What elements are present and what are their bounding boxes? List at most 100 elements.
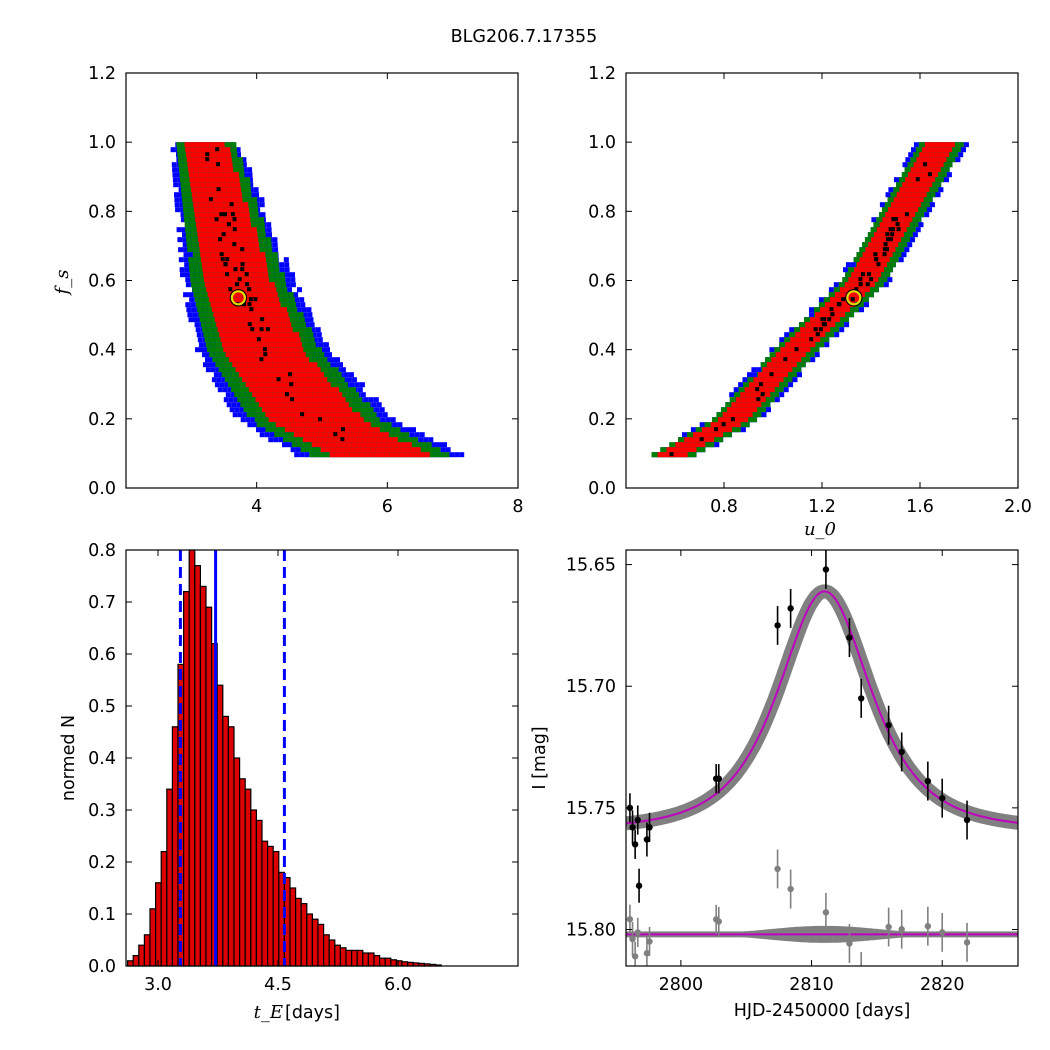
ci-cell [275,422,281,428]
ci-cell [263,312,269,318]
ci-cell [260,252,266,258]
ci-cell [917,182,923,188]
ci-cell [924,202,930,208]
ci-cell [873,287,879,293]
ci-cell [899,237,905,243]
ci-cell [887,217,893,223]
ci-cell [308,372,314,378]
ci-cell [254,217,260,223]
ci-cell [298,332,304,338]
ci-cell [284,357,289,363]
ci-cell [279,317,285,323]
ci-cell [386,422,392,428]
ci-cell [861,262,867,268]
ci-cell [910,177,916,183]
ci-cell [364,427,370,433]
ci-cell [902,182,908,188]
ci-cell [942,162,948,168]
ci-cell [279,272,285,278]
ci-cell [181,187,186,193]
best-sample [809,337,814,342]
ci-cell [252,422,258,428]
ci-cell [415,447,421,453]
ci-cell [196,157,202,163]
ci-cell [261,412,267,418]
ci-cell [791,357,797,363]
ci-cell [190,277,196,283]
ci-cell [399,452,405,458]
x-tick-label: 4 [251,497,262,517]
ci-cell [792,377,798,383]
best-sample [259,327,264,332]
ci-cell [266,222,272,228]
ci-cell [382,437,388,443]
ci-cell [873,277,879,283]
ci-cell [206,262,212,268]
ci-cell [218,277,224,283]
ci-cell [256,242,262,248]
ci-cell [381,442,387,448]
ci-cell [236,227,242,233]
ci-cell [881,227,887,233]
ci-cell [263,372,269,378]
ci-cell [190,182,196,188]
ci-cell [325,447,331,453]
ci-cell [208,207,214,213]
ci-cell [284,267,290,273]
ci-cell [280,412,286,418]
ci-cell [177,157,183,163]
ci-cell [870,227,876,233]
ci-cell [935,192,941,198]
ci-cell [265,367,271,373]
ci-cell [219,317,225,323]
ci-cell [216,307,222,313]
best-sample [290,397,295,402]
ci-cell [216,287,222,293]
ci-cell [212,357,218,363]
ci-cell [214,212,220,218]
ci-cell [232,197,238,203]
ci-cell [203,292,209,298]
ci-cell [325,412,331,418]
ci-cell [371,422,377,428]
ci-cell [211,307,217,313]
ci-cell [303,402,309,408]
ci-cell [804,317,809,323]
ci-cell [820,312,826,318]
ci-cell [317,357,323,363]
ci-cell [207,307,213,313]
ci-cell [898,257,904,263]
ci-cell [221,287,227,293]
ci-cell [901,172,907,178]
ci-cell [875,247,881,253]
ci-cell [899,247,905,253]
ci-cell [794,327,800,333]
ci-cell [391,442,397,448]
ci-cell [307,327,313,333]
ci-cell [304,357,309,363]
ci-cell [902,242,908,248]
ci-cell [228,237,234,243]
ci-cell [395,447,401,453]
ci-cell [275,382,281,388]
ci-cell [198,342,204,348]
ci-cell [302,347,307,353]
ci-cell [785,347,791,353]
ci-cell [237,157,243,163]
ci-cell [876,272,882,278]
ci-cell [208,202,214,208]
panel-fs-vs-tE: 4 6 80.00.20.40.60.81.01.2f_s [52,64,524,517]
ci-cell [385,447,391,453]
ci-cell [779,342,785,348]
ci-cell [937,147,943,153]
ci-cell [249,247,255,253]
ci-cell [241,227,247,233]
ci-cell [341,387,346,393]
ci-cell [265,382,271,388]
best-sample [882,247,887,252]
ci-cell [273,437,279,443]
ci-cell [856,252,862,258]
ci-cell [927,197,933,203]
ci-cell [835,312,841,318]
ci-cell [226,402,232,408]
